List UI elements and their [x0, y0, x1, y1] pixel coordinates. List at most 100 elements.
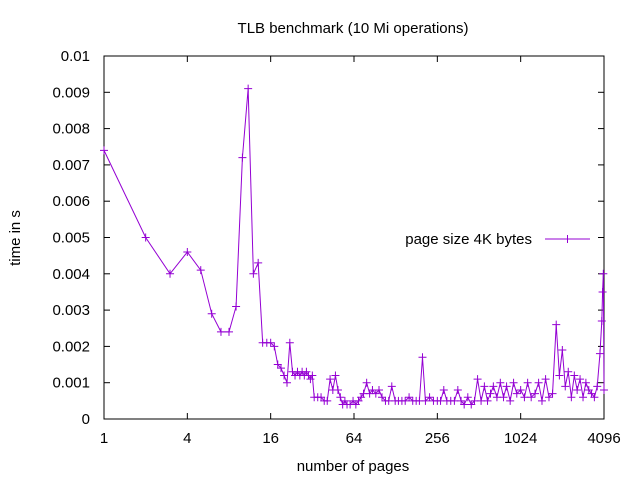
data-point — [331, 371, 340, 380]
data-point — [238, 153, 247, 162]
x-tick-label: 256 — [425, 430, 450, 447]
x-tick-label: 1024 — [504, 430, 537, 447]
y-tick-label: 0.009 — [52, 84, 90, 101]
y-axis-label: time in s — [7, 210, 24, 266]
data-point — [336, 393, 345, 402]
x-axis-ticks: 1 4 16 64 256 1024 4096 — [100, 56, 621, 447]
series-layer — [100, 84, 608, 409]
data-point — [483, 396, 492, 405]
data-point — [597, 316, 606, 325]
data-point — [595, 349, 604, 358]
data-point — [564, 367, 573, 376]
data-point — [552, 320, 561, 329]
data-point — [460, 400, 469, 409]
data-point — [450, 396, 459, 405]
x-axis-label: number of pages — [297, 458, 410, 475]
data-point — [280, 371, 289, 380]
data-point — [340, 396, 349, 405]
y-tick-label: 0.005 — [52, 230, 90, 247]
data-point — [558, 346, 567, 355]
data-point — [302, 367, 311, 376]
data-point — [270, 342, 279, 351]
data-point — [509, 378, 518, 387]
data-point — [537, 396, 546, 405]
data-point — [378, 393, 387, 402]
x-tick-label: 64 — [346, 430, 363, 447]
data-point — [425, 393, 434, 402]
data-point — [387, 382, 396, 391]
data-point — [512, 389, 521, 398]
data-point — [593, 382, 602, 391]
data-point — [254, 258, 263, 267]
data-point — [166, 269, 175, 278]
data-point — [418, 353, 427, 362]
data-point — [467, 400, 476, 409]
data-point — [141, 233, 150, 242]
data-point — [544, 393, 553, 402]
data-point — [276, 364, 285, 373]
x-tick-label: 1 — [100, 430, 108, 447]
data-point — [326, 375, 335, 384]
data-point — [473, 375, 482, 384]
data-point — [283, 378, 292, 387]
data-point — [486, 389, 495, 398]
data-point — [576, 375, 585, 384]
chart-title: TLB benchmark (10 Mi operations) — [238, 20, 469, 37]
data-point — [599, 269, 608, 278]
y-axis-ticks: 0 0.001 0.002 0.003 0.004 0.005 0.006 0.007 0.00… — [52, 48, 604, 428]
data-point — [534, 378, 543, 387]
data-point — [527, 393, 536, 402]
data-point — [273, 360, 282, 369]
data-point — [570, 371, 579, 380]
x-tick-label: 16 — [262, 430, 279, 447]
legend-entry-label: page size 4K bytes — [405, 231, 532, 248]
data-point — [333, 385, 342, 394]
data-point — [531, 389, 540, 398]
data-point — [183, 248, 192, 257]
y-tick-label: 0.002 — [52, 338, 90, 355]
y-tick-label: 0 — [82, 411, 90, 428]
data-point — [249, 269, 258, 278]
data-point — [567, 393, 576, 402]
y-tick-label: 0.003 — [52, 302, 90, 319]
data-point — [548, 389, 557, 398]
data-point — [196, 266, 205, 275]
data-point — [561, 382, 570, 391]
data-point — [600, 385, 608, 394]
y-tick-label: 0.004 — [52, 266, 90, 283]
data-point — [401, 396, 410, 405]
data-point — [405, 393, 414, 402]
data-point — [573, 385, 582, 394]
data-point — [308, 371, 317, 380]
data-point — [541, 375, 550, 384]
data-point — [590, 393, 599, 402]
data-point — [266, 338, 275, 347]
y-tick-label: 0.01 — [61, 48, 90, 65]
data-point — [100, 146, 108, 155]
data-point — [232, 302, 241, 311]
data-point — [516, 385, 525, 394]
data-point — [496, 378, 505, 387]
data-point — [362, 378, 371, 387]
y-tick-label: 0.001 — [52, 375, 90, 392]
data-point — [506, 396, 515, 405]
data-point — [306, 375, 315, 384]
data-point — [374, 385, 383, 394]
data-point — [520, 393, 529, 402]
data-point — [453, 385, 462, 394]
data-point — [285, 338, 294, 347]
data-point — [598, 287, 607, 296]
x-tick-label: 4 — [183, 430, 191, 447]
data-point — [555, 371, 564, 380]
data-point — [244, 84, 253, 93]
data-point — [523, 378, 532, 387]
data-point — [207, 309, 216, 318]
x-tick-label: 4096 — [587, 430, 620, 447]
data-point — [581, 378, 590, 387]
data-point — [323, 396, 332, 405]
data-point — [502, 382, 511, 391]
data-point — [216, 327, 225, 336]
y-tick-label: 0.008 — [52, 121, 90, 138]
data-point — [579, 393, 588, 402]
